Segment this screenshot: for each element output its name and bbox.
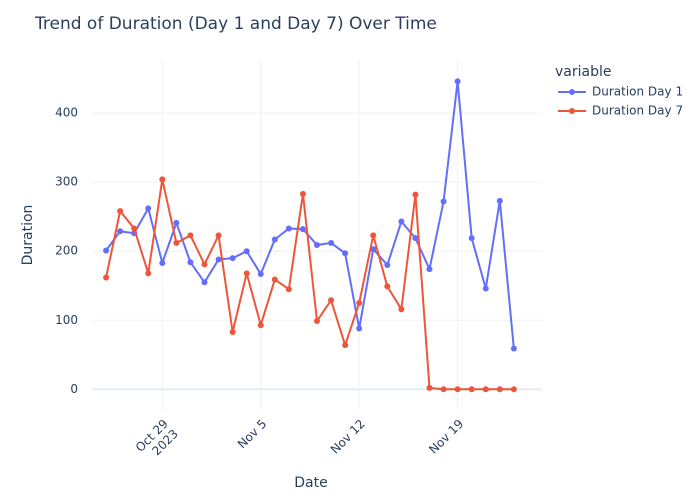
data-point <box>342 250 349 257</box>
data-point <box>145 270 152 277</box>
data-point <box>356 299 363 306</box>
legend-title: variable <box>555 64 611 80</box>
y-tick-label: 0 <box>70 382 78 396</box>
legend-marker <box>569 108 575 114</box>
data-point <box>145 205 152 212</box>
data-point <box>412 235 419 242</box>
data-point <box>398 218 405 225</box>
data-point <box>440 386 447 393</box>
data-point <box>314 317 320 324</box>
data-point <box>187 232 194 239</box>
y-tick-label: 300 <box>55 175 78 189</box>
data-point <box>285 225 292 232</box>
data-point <box>117 228 124 235</box>
data-point <box>103 274 110 281</box>
data-point <box>328 297 335 304</box>
data-point <box>454 386 461 393</box>
data-point <box>384 283 391 290</box>
data-point <box>201 261 208 268</box>
data-point <box>201 279 208 286</box>
data-point <box>412 191 419 198</box>
data-point <box>257 271 264 278</box>
data-point <box>103 247 110 254</box>
data-point <box>370 246 377 253</box>
y-tick-label: 100 <box>55 313 78 327</box>
data-point <box>131 225 138 232</box>
legend-label: Duration Day 1 <box>592 85 683 99</box>
data-point <box>468 386 475 393</box>
data-point <box>356 325 363 332</box>
data-point <box>243 270 250 277</box>
data-point <box>117 208 124 215</box>
data-point <box>426 384 433 391</box>
data-point <box>482 285 489 292</box>
data-point <box>215 256 222 263</box>
data-point <box>510 386 517 393</box>
data-point <box>454 78 461 85</box>
data-point <box>496 386 503 393</box>
data-point <box>328 239 335 246</box>
data-point <box>370 232 377 239</box>
y-axis-title: Duration <box>20 205 36 266</box>
data-point <box>384 262 391 269</box>
legend-marker <box>569 89 575 95</box>
data-point <box>243 248 250 255</box>
data-point <box>342 342 349 349</box>
chart-title: Trend of Duration (Day 1 and Day 7) Over… <box>34 14 437 34</box>
legend-label: Duration Day 7 <box>592 104 683 118</box>
data-point <box>314 242 320 249</box>
data-point <box>299 226 306 233</box>
data-point <box>271 276 278 283</box>
y-tick-label: 400 <box>55 106 78 120</box>
data-point <box>215 232 222 239</box>
data-point <box>468 235 475 242</box>
data-point <box>159 176 166 183</box>
x-axis-title: Date <box>294 475 327 491</box>
data-point <box>285 286 292 293</box>
data-point <box>257 322 264 329</box>
data-point <box>440 198 447 205</box>
data-point <box>173 219 180 226</box>
data-point <box>398 306 405 313</box>
data-point <box>510 345 517 352</box>
data-point <box>482 386 489 393</box>
data-point <box>187 259 194 266</box>
data-point <box>426 266 433 273</box>
y-tick-label: 200 <box>55 244 78 258</box>
data-point <box>299 190 306 197</box>
data-point <box>271 236 278 243</box>
data-point <box>229 255 236 262</box>
data-point <box>159 259 166 266</box>
data-point <box>496 197 503 204</box>
data-point <box>173 239 180 246</box>
data-point <box>229 328 236 335</box>
